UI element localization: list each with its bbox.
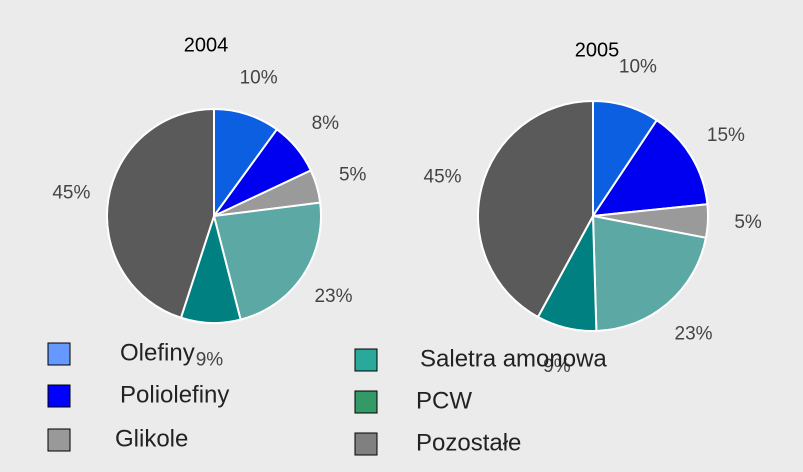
legend-label: Saletra amonowa xyxy=(420,345,607,372)
data-label: 5% xyxy=(339,165,367,186)
data-label: 23% xyxy=(314,286,352,307)
data-label: 10% xyxy=(619,56,657,77)
legend-label: Pozostałe xyxy=(416,429,521,456)
pie-slice xyxy=(212,201,322,321)
data-label: 45% xyxy=(424,167,462,188)
data-label: 5% xyxy=(734,212,762,233)
pie-slice xyxy=(106,107,215,320)
chart-title: 2004 xyxy=(184,34,229,56)
legend-label: Glikole xyxy=(115,425,188,452)
data-label: 15% xyxy=(707,125,745,146)
legend-swatch xyxy=(47,384,71,408)
legend-swatch xyxy=(354,348,378,372)
data-label: 9% xyxy=(196,349,224,370)
pie-slice xyxy=(477,99,594,319)
legend-swatch xyxy=(47,428,71,452)
legend-swatch xyxy=(47,342,71,366)
pie-slice xyxy=(591,214,708,332)
data-label: 9% xyxy=(543,356,571,377)
data-label: 8% xyxy=(312,113,340,134)
legend-swatch xyxy=(354,390,378,414)
data-label: 45% xyxy=(52,182,90,203)
legend-label: Poliolefiny xyxy=(120,381,229,408)
legend-swatch xyxy=(354,432,378,456)
legend-label: PCW xyxy=(416,387,472,414)
legend-label: Olefiny xyxy=(120,339,195,366)
pie-slice xyxy=(590,118,709,218)
chart-title: 2005 xyxy=(575,39,620,61)
data-label: 23% xyxy=(675,323,713,344)
data-label: 10% xyxy=(240,68,278,89)
